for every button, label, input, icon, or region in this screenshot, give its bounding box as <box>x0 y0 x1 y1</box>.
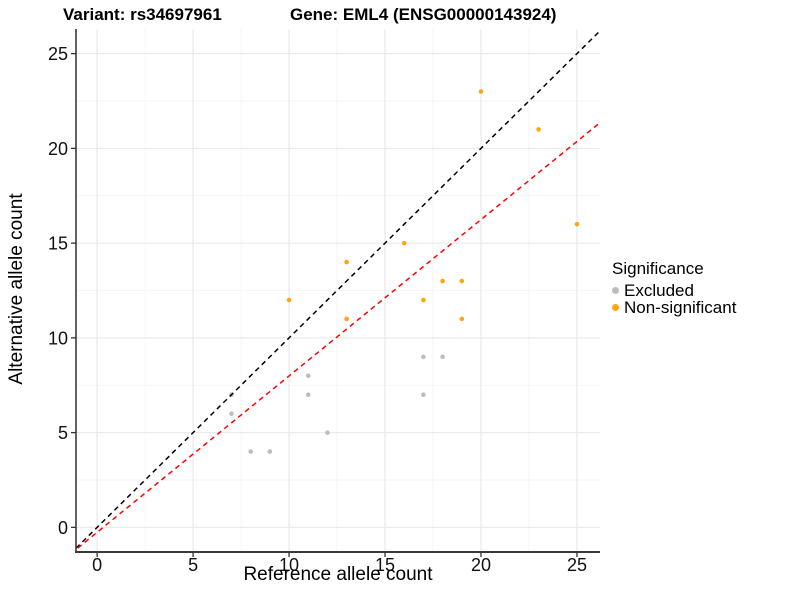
data-point-non-significant <box>478 89 484 94</box>
data-point-excluded <box>421 354 426 360</box>
y-tick-label: 25 <box>48 44 68 64</box>
data-point-excluded <box>305 392 311 398</box>
reference-lines <box>76 29 600 551</box>
data-point-excluded <box>267 449 273 454</box>
data-point-excluded <box>229 411 234 416</box>
data-points <box>229 89 580 454</box>
y-axis-title: Alternative allele count <box>6 193 27 385</box>
legend: Significance Excluded Non-significant <box>612 260 736 316</box>
non-significant-point-icon <box>612 304 619 311</box>
data-point-non-significant <box>459 278 465 284</box>
data-point-excluded <box>325 430 330 435</box>
fit-line <box>76 121 600 551</box>
legend-title: Significance <box>612 259 704 278</box>
data-point-non-significant <box>536 127 541 132</box>
legend-item-non-significant: Non-significant <box>612 299 736 316</box>
x-tick-label: 0 <box>92 555 102 575</box>
data-point-excluded <box>248 449 253 454</box>
data-point-excluded <box>440 354 445 360</box>
axis-ticks: 0 5 10 15 20 25 0 5 10 15 20 25 <box>48 44 587 575</box>
data-point-non-significant <box>401 240 407 246</box>
data-point-non-significant <box>286 297 292 303</box>
data-point-non-significant <box>574 221 580 227</box>
y-tick-label: 0 <box>58 518 68 538</box>
data-point-non-significant <box>344 259 349 265</box>
data-point-non-significant <box>440 278 445 284</box>
identity-line <box>76 29 600 550</box>
y-tick-label: 10 <box>48 328 68 348</box>
legend-label-excluded: Excluded <box>624 281 694 300</box>
grid-major <box>76 29 600 552</box>
x-axis-title: Reference allele count <box>243 564 433 585</box>
plot-title-variant: Variant: rs34697961 <box>63 5 222 24</box>
y-tick-label: 15 <box>48 234 68 254</box>
excluded-point-icon <box>612 287 619 294</box>
data-point-non-significant <box>459 316 465 322</box>
x-tick-label: 20 <box>471 555 491 575</box>
legend-item-excluded: Excluded <box>612 282 736 299</box>
x-tick-label: 15 <box>375 555 395 575</box>
data-point-non-significant <box>421 297 426 303</box>
legend-label-non-significant: Non-significant <box>624 298 737 317</box>
x-tick-label: 25 <box>567 555 587 575</box>
x-tick-label: 5 <box>188 555 198 575</box>
y-tick-label: 5 <box>58 423 68 443</box>
data-point-excluded <box>305 373 311 379</box>
grid-minor <box>76 29 600 552</box>
y-tick-label: 20 <box>48 139 68 159</box>
data-point-non-significant <box>344 316 349 322</box>
data-point-excluded <box>421 392 426 398</box>
x-tick-label: 10 <box>279 555 299 575</box>
plot-title-gene: Gene: EML4 (ENSG00000143924) <box>290 5 557 24</box>
